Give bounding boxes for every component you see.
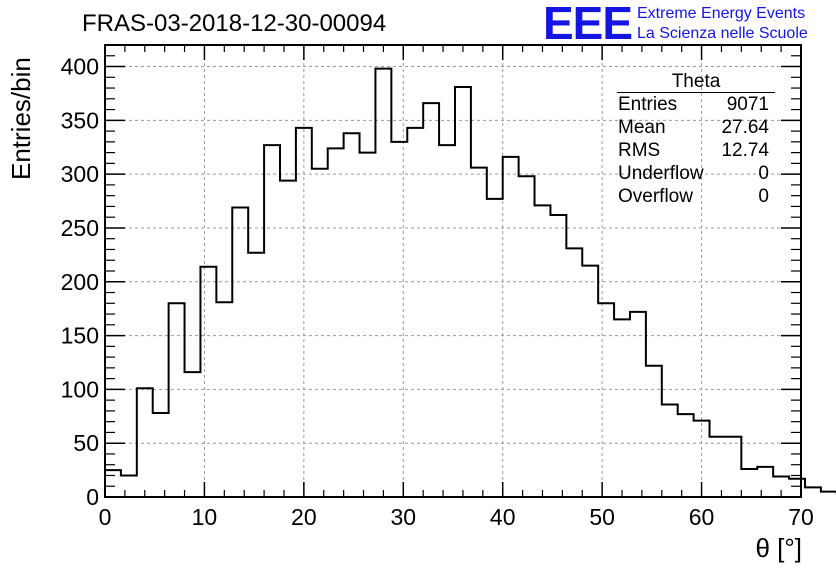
stats-label: Entries [618, 94, 678, 115]
x-axis-label: θ [°] [755, 533, 802, 563]
y-axis: 0 50 100 150 200 250 300 350 400 [61, 44, 801, 510]
y-tick-label: 300 [61, 161, 99, 187]
stats-value: 0 [758, 163, 769, 184]
y-tick-label: 100 [61, 376, 99, 402]
histogram-line [104, 67, 836, 497]
stats-row: Underflow 0 [611, 162, 775, 185]
stats-row: Mean 27.64 [611, 116, 775, 139]
y-tick-label: 400 [61, 54, 99, 80]
eee-logo: EEE [543, 0, 633, 49]
chart-title: FRAS-03-2018-12-30-00094 [82, 10, 387, 37]
y-axis-label: Entries/bin [6, 57, 36, 180]
stats-label: Mean [618, 117, 666, 138]
stats-value: 27.64 [721, 117, 769, 138]
y-tick-label: 150 [61, 323, 99, 349]
stats-row: RMS 12.74 [611, 139, 775, 162]
x-tick-label: 10 [192, 504, 218, 530]
stats-value: 0 [758, 186, 769, 207]
y-tick-label: 0 [86, 484, 99, 510]
stats-row: Overflow 0 [611, 185, 775, 208]
y-tick-label: 200 [61, 269, 99, 295]
stats-value: 9071 [726, 94, 769, 115]
stats-value: 12.74 [721, 140, 769, 161]
y-tick-label: 250 [61, 215, 99, 241]
x-tick-label: 50 [589, 504, 615, 530]
y-tick-label: 50 [73, 430, 99, 456]
y-tick-label: 350 [61, 107, 99, 133]
x-tick-label: 20 [291, 504, 317, 530]
logo-line-1: Extreme Energy Events [637, 5, 806, 22]
grid-lines [105, 45, 801, 497]
x-tick-label: 0 [99, 504, 112, 530]
stats-label: Underflow [618, 163, 704, 184]
x-tick-label: 60 [689, 504, 715, 530]
stats-box: Theta Entries 9071 Mean 27.64 RMS 12.74 … [611, 72, 775, 208]
stats-title: Theta [617, 72, 775, 93]
x-tick-label: 40 [490, 504, 516, 530]
x-axis: 0 10 20 30 40 50 60 70 [99, 45, 814, 530]
x-tick-label: 30 [390, 504, 416, 530]
stats-label: Overflow [618, 186, 693, 207]
x-tick-label: 70 [788, 504, 814, 530]
logo-line-2: La Scienza nelle Scuole [637, 25, 808, 42]
stats-row: Entries 9071 [611, 93, 775, 116]
stats-label: RMS [618, 140, 661, 161]
